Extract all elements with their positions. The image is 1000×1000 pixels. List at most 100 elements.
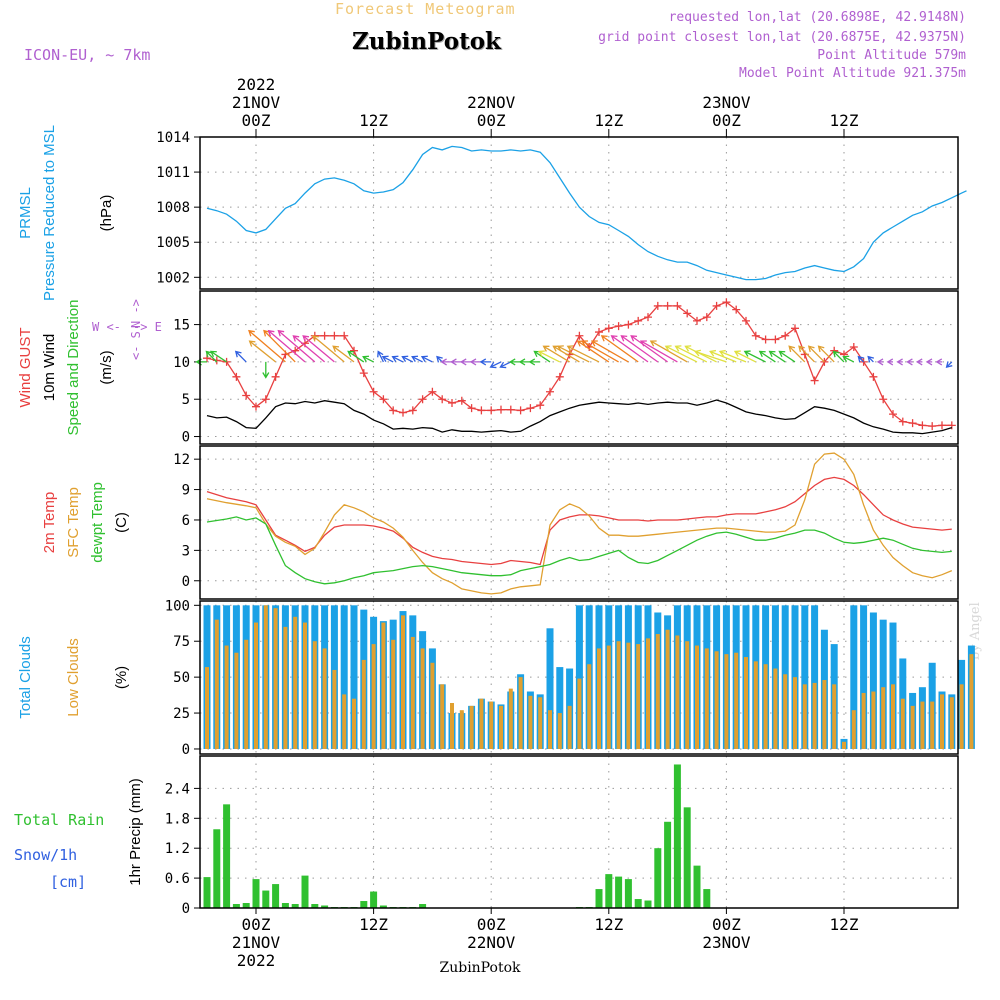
wind-arrow: [788, 345, 806, 363]
cloud-bar: [665, 629, 670, 749]
panel-label: (hPa): [98, 195, 115, 232]
wind-arrow: [262, 361, 270, 379]
top-time-label: 00Z: [242, 111, 271, 130]
model-altitude: Model Point Altitude 921.375m: [739, 66, 966, 81]
wind-arrow: [857, 355, 865, 363]
cloud-bar: [234, 652, 239, 749]
wind-arrow: [610, 335, 649, 363]
panel-label: PRMSL: [17, 187, 34, 239]
cloud-bar: [969, 654, 974, 749]
panel-label: Speed and Direction: [65, 300, 82, 436]
cloud-bar: [479, 698, 484, 749]
y-tick-label: 2.4: [165, 781, 190, 797]
closest-coords: grid point closest lon,lat (20.6875E, 42…: [598, 30, 966, 45]
cloud-bar: [528, 695, 533, 749]
gust-marker: [751, 331, 760, 340]
gust-marker: [928, 422, 937, 431]
series-line: [206, 301, 952, 427]
wind-arrow: [798, 345, 816, 363]
y-tick-label: 1002: [156, 270, 190, 286]
panel-frame: [199, 136, 959, 290]
point-altitude: Point Altitude 579m: [817, 48, 966, 63]
wind-arrow: [381, 355, 394, 363]
wind-arrow: [362, 355, 374, 363]
wind-arrow: [205, 350, 218, 363]
cloud-bar: [361, 659, 366, 749]
gust-marker: [791, 324, 799, 333]
cloud-bar: [244, 639, 249, 749]
wind-arrow: [867, 355, 875, 363]
wind-arrow: [209, 350, 227, 363]
cloud-bar: [822, 680, 827, 749]
cloud-bar: [577, 678, 582, 749]
wind-arrow: [391, 355, 404, 363]
wind-arrow: [277, 329, 316, 363]
y-tick-label: 1008: [156, 200, 190, 216]
series-line: [206, 476, 952, 566]
precip-bar: [595, 889, 603, 908]
panel-label: SFC Temp: [65, 487, 82, 558]
wind-arrow: [533, 350, 551, 363]
cloud-bar: [273, 608, 278, 749]
cloud-bar: [556, 667, 564, 749]
precip-bar: [301, 875, 309, 908]
gust-marker: [918, 421, 927, 430]
cloud-bar: [293, 616, 298, 749]
cloud-bar: [548, 710, 552, 749]
wind-arrow: [302, 335, 335, 363]
gust-marker: [359, 369, 368, 378]
cloud-bar: [587, 664, 592, 749]
gust-marker: [624, 320, 633, 329]
cloud-bar: [352, 698, 356, 749]
panel-frame: [199, 755, 959, 909]
y-tick-label: 75: [173, 634, 190, 650]
wind-arrow: [248, 340, 277, 363]
cloud-bar: [851, 710, 856, 749]
wind-arrow: [718, 349, 747, 363]
top-time-label: 00Z: [477, 111, 506, 130]
panel-label: Low Clouds: [65, 638, 82, 716]
series-line: [206, 399, 952, 435]
cloud-bar: [753, 661, 758, 749]
wind-arrow: [581, 340, 619, 363]
cloud-bar: [508, 688, 513, 749]
cloud-bar: [469, 705, 474, 749]
bottom-time-label: 23NOV: [702, 933, 751, 952]
wind-arrow: [694, 349, 727, 363]
wind-arrow: [479, 358, 492, 366]
gust-marker: [683, 309, 692, 318]
cloud-bar: [869, 612, 877, 749]
cloud-bar: [401, 615, 405, 749]
y-tick-label: 0: [182, 901, 190, 917]
cloud-bar: [636, 644, 641, 749]
gust-marker: [849, 342, 858, 351]
wind-arrow: [590, 340, 629, 363]
y-tick-label: 1.8: [165, 811, 190, 827]
cloud-bar: [734, 652, 739, 749]
precip-bar: [360, 901, 368, 908]
precip-bar: [605, 874, 613, 908]
gust-marker: [232, 372, 241, 381]
precip-bar: [419, 904, 427, 908]
wind-arrow: [312, 335, 345, 363]
cloud-bar: [616, 641, 621, 749]
top-time-label: 12Z: [359, 111, 388, 130]
panel-label: (%): [113, 666, 130, 689]
y-tick-label: 9: [182, 483, 190, 499]
cloud-bar: [900, 698, 905, 749]
top-time-label: 12Z: [594, 111, 623, 130]
gust-marker: [663, 301, 672, 310]
gust-marker: [693, 316, 701, 325]
wind-arrow: [436, 355, 443, 363]
cloud-bar: [793, 677, 797, 749]
compass-south: <- S: [129, 331, 143, 360]
gust-marker: [467, 404, 476, 413]
series-line: [206, 516, 952, 585]
y-tick-label: 5: [182, 392, 190, 408]
cloud-bar: [597, 648, 601, 749]
y-tick-label: 1005: [156, 235, 190, 251]
gust-marker: [595, 328, 603, 337]
wind-arrow: [664, 345, 698, 363]
y-tick-label: 10: [173, 355, 190, 371]
cloud-bar: [350, 605, 358, 749]
